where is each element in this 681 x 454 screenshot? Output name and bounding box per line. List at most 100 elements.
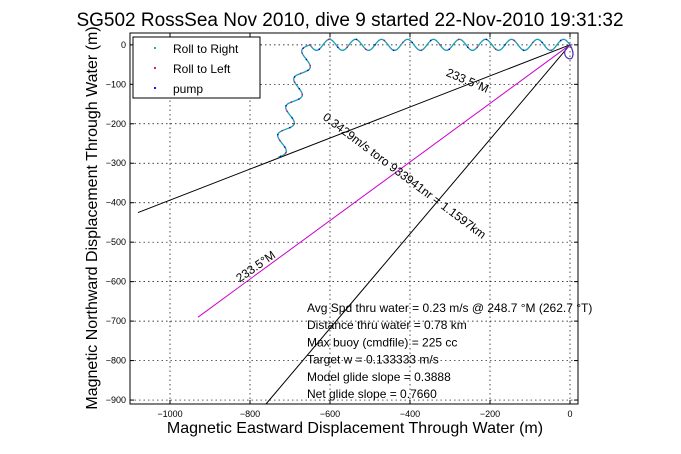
track-point [476,46,478,49]
dive-track [276,38,574,158]
chart-title: SG502 RossSea Nov 2010, dive 9 started 2… [76,10,623,31]
track-point [301,93,304,96]
track-point [392,49,395,52]
track-point [346,46,348,49]
y-tick-label: −100 [106,79,126,89]
track-point [494,48,497,51]
track-point [383,39,386,42]
x-tick-label: −1000 [157,409,182,419]
y-tick-label: −500 [106,237,126,247]
track-point [532,41,534,44]
track-point [485,38,488,41]
x-tick-label: −400 [400,409,420,419]
track-point [284,146,286,148]
x-tick-label: −800 [240,409,260,419]
track-point [281,129,283,132]
track-point [420,49,423,52]
y-tick-label: −800 [106,356,126,366]
annotation-line: Avg Spd thru water = 0.23 m/s @ 248.7 °M… [307,301,592,315]
x-tick-label: −600 [320,409,340,419]
legend-label: Roll to Right [173,42,239,56]
annotation-line: Model glide slope = 0.3888 [307,370,451,384]
track-point [293,122,296,125]
track-point [276,133,279,136]
track-point [285,151,287,154]
y-tick-label: −600 [106,277,126,287]
y-tick-label: −700 [106,316,126,326]
legend-label: pump [173,82,203,96]
reference-line-1 [137,44,571,214]
y-tick-label: −300 [106,158,126,168]
track-loop-origin [564,44,574,60]
y-tick-label: −400 [106,198,126,208]
track-point [302,47,305,49]
annotation-block: Avg Spd thru water = 0.23 m/s @ 248.7 °M… [307,301,592,401]
track-point [374,44,376,46]
axis-ticks [130,33,578,404]
x-tick-labels: −1000 −800 −600 −400 −200 0 [157,409,572,419]
plot-area: 233.5°M0.3429m/s toro 933941nr = 1.1597k… [106,32,579,419]
track-point [293,81,296,83]
track-point [298,98,300,100]
legend-entry: Roll to Left [153,62,231,76]
track-point [327,38,330,41]
y-tick-label: −200 [106,119,126,129]
track-point [299,72,302,75]
track-point [279,155,282,158]
track-point [286,110,288,113]
track-point [467,46,469,49]
track-point [289,126,291,129]
legend-entry: Roll to Right [153,42,239,56]
legend-marker-roll-left [153,66,157,70]
track-point [337,46,339,49]
track-point [285,104,287,107]
reference-line-2 [265,44,571,405]
x-tick-label: −200 [480,409,500,419]
track-point [307,69,309,72]
track-point [559,39,562,42]
y-tick-labels: 0 −100 −200 −300 −400 −500 −600 −700 −800 −900 [106,40,126,405]
x-tick-label: 0 [567,409,572,419]
y-tick-label: 0 [121,40,126,50]
annotation-line: Target w = 0.133333 m/s [307,353,439,367]
track-point [411,41,413,44]
track-point [439,44,441,46]
track-point [309,44,311,46]
legend: Roll to Right Roll to Left pump [132,36,261,99]
y-axis-label: Magnetic Northward Displacement Through … [84,26,101,409]
legend-label: Roll to Left [173,62,231,76]
track-point [457,38,460,41]
annotation-line: Max buoy (cmdfile) = 225 cc [307,335,457,349]
axes-frame [129,32,579,405]
track-point [291,117,293,119]
legend-marker-pump [153,86,157,90]
track-point [355,38,358,41]
track-point [513,39,516,42]
track-point [309,64,311,67]
track-point [301,52,303,54]
annotation-line: Distance thru water = 0.78 km [307,318,467,332]
track-point [429,39,432,42]
track-point [364,48,367,51]
track-point [550,49,553,52]
track-point [402,41,404,44]
y-tick-label: −900 [106,395,126,405]
reference-lines [137,44,571,405]
annotation-line: Net glide slope = 0.7660 [307,387,437,401]
track-point [541,41,543,44]
grid [130,33,578,404]
track-point [279,139,281,142]
track-point [504,44,506,46]
track-point [298,87,301,90]
track-point [448,48,451,51]
track-point [522,49,525,52]
legend-marker-roll-right [153,46,157,50]
track-point [305,58,308,61]
track-point [290,101,293,103]
track-point [318,48,321,51]
legend-entry: pump [153,82,203,96]
reference-line-3 [197,44,571,318]
track-point [293,76,296,78]
x-axis-label: Magnetic Eastward Displacement Through W… [167,420,543,437]
